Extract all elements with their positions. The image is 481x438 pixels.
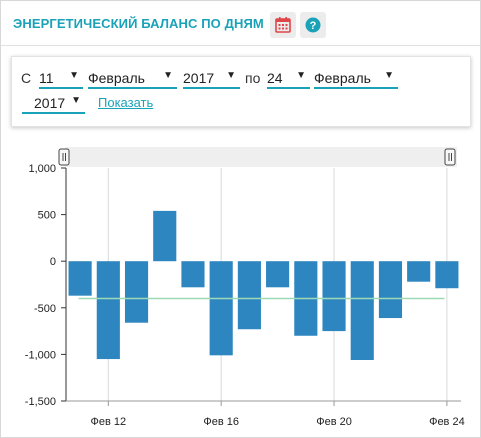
x-tick-label: Фев 24 [429,416,465,428]
bar-2017-02-21[interactable] [350,261,374,360]
calendar-icon [275,17,291,33]
bar-2017-02-22[interactable] [378,261,403,319]
from-day-value: 11 [39,70,54,86]
y-tick-label: -500 [34,303,56,315]
y-tick-label: 1,000 [28,163,56,175]
from-year-select[interactable]: 2017 ▼ [183,67,240,89]
widget-header: ЭНЕРГЕТИЧЕСКИЙ БАЛАНС ПО ДНЯМ ? [1,1,480,46]
to-day-select[interactable]: 24 ▼ [267,67,310,89]
bar-2017-02-13[interactable] [124,261,149,323]
y-tick-label: -1,500 [25,396,56,408]
x-tick-label: Фев 20 [316,416,352,428]
bar-2017-02-16[interactable] [209,261,233,356]
from-label: С [21,70,32,86]
chart-navigator-bar [65,147,457,167]
bar-2017-02-11[interactable] [68,261,92,296]
to-year-select[interactable]: 2017 ▼ [22,92,85,114]
bar-2017-02-24[interactable] [435,261,459,289]
y-tick-label: 500 [38,210,56,222]
bar-2017-02-18[interactable] [266,261,290,288]
x-tick-label: Фев 12 [91,416,127,428]
date-filter-panel: С 11 ▼ Февраль ▼ 2017 ▼ по 24 ▼ Февраль … [11,56,471,127]
to-day-value: 24 [267,70,283,86]
from-day-select[interactable]: 11 ▼ [39,67,83,89]
chevron-down-icon: ▼ [163,70,173,81]
from-year-value: 2017 [183,70,215,86]
y-tick-label: 0 [50,256,56,268]
from-month-select[interactable]: Февраль ▼ [88,67,177,89]
chevron-down-icon: ▼ [226,70,236,81]
bar-2017-02-14[interactable] [153,210,177,262]
to-label: по [245,70,261,86]
help-icon: ? [305,17,321,33]
x-tick-label: Фев 16 [203,416,239,428]
widget-title: ЭНЕРГЕТИЧЕСКИЙ БАЛАНС ПО ДНЯМ [13,16,264,31]
bar-2017-02-23[interactable] [407,261,431,282]
navigator-left-handle[interactable] [58,148,70,166]
chevron-down-icon: ▼ [296,70,306,81]
calendar-button[interactable] [270,12,296,38]
to-year-value: 2017 [34,95,66,111]
to-month-value: Февраль [314,70,371,86]
y-tick-label: -1,000 [25,349,56,361]
bar-2017-02-20[interactable] [322,261,346,332]
show-link[interactable]: Показать [98,95,154,110]
bar-2017-02-17[interactable] [237,261,261,330]
help-button[interactable]: ? [300,12,326,38]
bar-2017-02-15[interactable] [181,261,205,288]
chevron-down-icon: ▼ [71,95,81,106]
bar-2017-02-12[interactable] [96,261,120,360]
chevron-down-icon: ▼ [69,70,79,81]
svg-text:?: ? [310,20,317,32]
chevron-down-icon: ▼ [384,70,394,81]
energy-balance-chart: 1,000 500 0 -500 -1,000 -1,500 Фев 12 Фев 16 Фе… [25,147,465,428]
from-month-value: Февраль [88,70,145,86]
to-month-select[interactable]: Февраль ▼ [314,67,398,89]
navigator-right-handle[interactable] [444,148,456,166]
